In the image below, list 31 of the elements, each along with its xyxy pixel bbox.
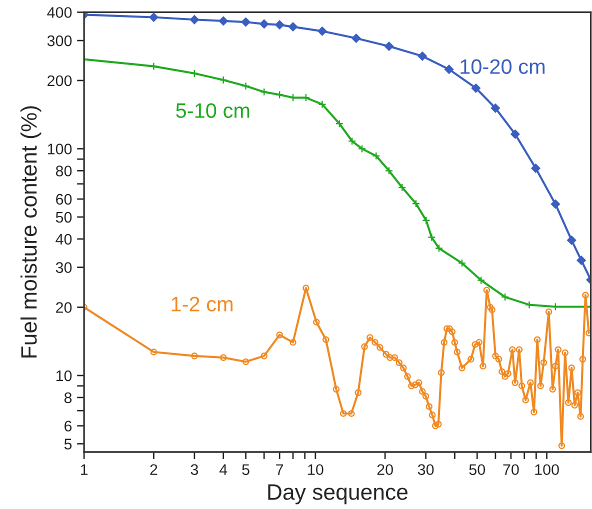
y-tick-label: 300 [47,35,72,46]
y-tick-label: 400 [47,7,72,18]
x-tick-label: 3 [190,464,198,476]
x-tick-label: 4 [219,464,228,475]
x-tick-label: 100 [535,464,559,476]
x-axis-title: Day sequence [268,484,408,504]
y-axis-title: Fuel moisture content (%) [20,106,42,358]
y-tick-label: 100 [48,144,72,154]
x-tick-label: 5 [242,464,250,476]
y-tick-label: 200 [48,75,72,86]
x-tick-label: 30 [418,464,434,476]
y-tick-label: 30 [56,262,72,274]
y-tick-label: 60 [56,194,72,205]
series-label: 1-2 cm [172,296,233,312]
series-label: 5-10 cm [176,103,250,118]
series-label: 10-20 cm [460,59,545,74]
x-tick-label: 7 [276,464,284,475]
x-tick-label: 2 [150,464,158,475]
y-tick-label: 20 [56,302,72,313]
y-tick-label: 50 [56,212,72,223]
y-tick-label: 6 [64,420,72,432]
y-tick-label: 10 [56,370,72,382]
x-tick-label: 20 [377,464,393,476]
x-tick-label: 70 [503,464,519,476]
x-tick-label: 1 [80,464,88,475]
x-tick-label: 50 [469,464,486,476]
y-tick-label: 40 [56,234,72,245]
y-tick-label: 8 [64,392,72,404]
y-tick-label: 5 [64,438,72,450]
x-tick-label: 10 [308,464,324,476]
y-tick-label: 80 [56,166,72,176]
